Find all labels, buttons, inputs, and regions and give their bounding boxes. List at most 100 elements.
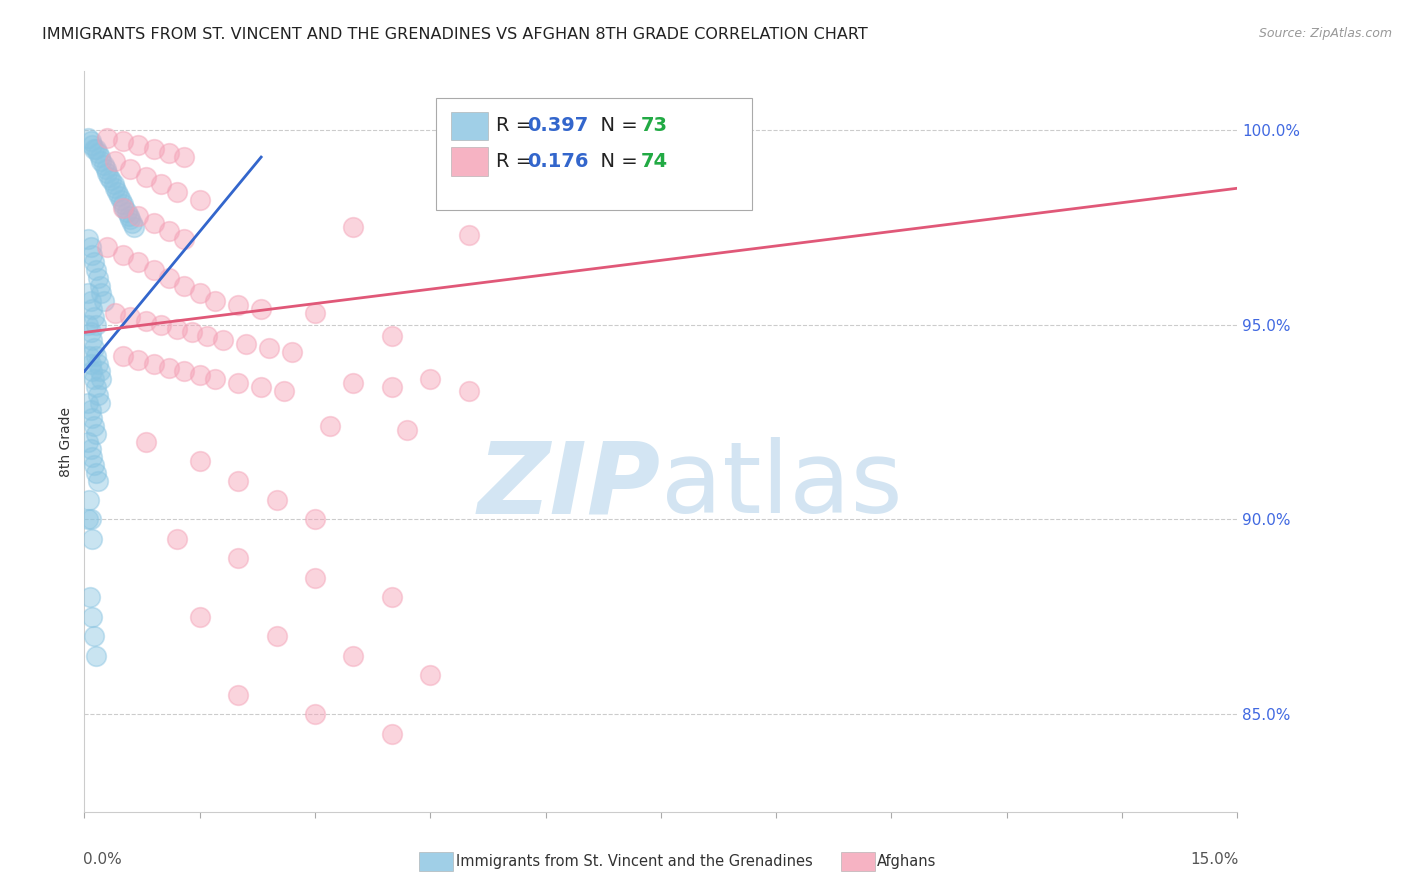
Point — [281, 345, 304, 359]
Point — [157, 271, 180, 285]
Point — [83, 142, 105, 156]
Point — [80, 610, 103, 624]
Point — [127, 138, 149, 153]
Point — [150, 318, 173, 332]
Point — [79, 240, 101, 254]
Text: R =: R = — [496, 152, 538, 171]
Point — [89, 364, 111, 378]
Point — [250, 380, 273, 394]
Point — [121, 216, 143, 230]
Point — [181, 326, 204, 340]
Text: 15.0%: 15.0% — [1189, 853, 1239, 867]
Text: 73: 73 — [641, 116, 668, 136]
Point — [135, 169, 157, 184]
Point — [250, 301, 273, 316]
Point — [120, 161, 142, 176]
Text: N =: N = — [588, 152, 644, 171]
Text: ZIP: ZIP — [478, 437, 661, 534]
Point — [257, 341, 280, 355]
Point — [124, 220, 146, 235]
Point — [87, 388, 110, 402]
Point — [77, 349, 100, 363]
Text: IMMIGRANTS FROM ST. VINCENT AND THE GRENADINES VS AFGHAN 8TH GRADE CORRELATION C: IMMIGRANTS FROM ST. VINCENT AND THE GREN… — [42, 27, 868, 42]
Point — [173, 150, 195, 164]
Text: Afghans: Afghans — [877, 855, 936, 869]
Point — [80, 450, 103, 464]
Point — [188, 368, 211, 383]
Point — [77, 318, 100, 332]
Point — [457, 227, 479, 242]
Text: atlas: atlas — [661, 437, 903, 534]
Point — [419, 668, 441, 682]
Point — [419, 372, 441, 386]
Point — [97, 169, 120, 184]
Point — [273, 384, 295, 398]
Point — [342, 648, 364, 663]
Point — [120, 212, 142, 227]
Point — [104, 153, 127, 168]
Point — [173, 364, 195, 378]
Point — [87, 474, 110, 488]
Point — [111, 135, 134, 149]
Point — [304, 306, 326, 320]
Point — [319, 419, 342, 434]
Point — [127, 352, 149, 367]
Text: Immigrants from St. Vincent and the Grenadines: Immigrants from St. Vincent and the Gren… — [456, 855, 813, 869]
Point — [188, 454, 211, 468]
Point — [142, 357, 165, 371]
Point — [80, 411, 103, 425]
Point — [83, 372, 105, 386]
Point — [100, 173, 122, 187]
Point — [87, 271, 110, 285]
Point — [304, 707, 326, 722]
Point — [83, 310, 105, 324]
Point — [115, 204, 138, 219]
Point — [226, 474, 249, 488]
Point — [211, 333, 233, 347]
Point — [457, 384, 479, 398]
Point — [79, 326, 101, 340]
Point — [80, 138, 103, 153]
Point — [80, 364, 103, 378]
Point — [84, 466, 107, 480]
Point — [142, 263, 165, 277]
Point — [112, 201, 135, 215]
Point — [79, 294, 101, 309]
Point — [157, 224, 180, 238]
Point — [142, 216, 165, 230]
Point — [87, 146, 110, 161]
Point — [79, 512, 101, 526]
Point — [381, 591, 404, 605]
Point — [142, 142, 165, 156]
Text: 0.397: 0.397 — [527, 116, 589, 136]
Point — [84, 318, 107, 332]
Point — [83, 458, 105, 472]
Point — [127, 255, 149, 269]
Point — [83, 341, 105, 355]
Point — [105, 185, 128, 199]
Point — [84, 349, 107, 363]
Point — [77, 286, 100, 301]
Point — [94, 161, 117, 176]
Point — [381, 380, 404, 394]
Point — [83, 629, 105, 643]
Point — [104, 181, 127, 195]
Point — [381, 329, 404, 343]
Point — [118, 209, 141, 223]
Point — [226, 298, 249, 312]
Point — [79, 403, 101, 417]
Point — [80, 301, 103, 316]
Point — [96, 166, 118, 180]
Text: 0.0%: 0.0% — [83, 853, 122, 867]
Text: 74: 74 — [641, 152, 668, 171]
Text: N =: N = — [588, 116, 644, 136]
Point — [150, 178, 173, 192]
Point — [173, 232, 195, 246]
Point — [89, 150, 111, 164]
Point — [79, 442, 101, 457]
Point — [173, 278, 195, 293]
Point — [166, 185, 188, 199]
Point — [226, 688, 249, 702]
Point — [111, 349, 134, 363]
Point — [304, 571, 326, 585]
